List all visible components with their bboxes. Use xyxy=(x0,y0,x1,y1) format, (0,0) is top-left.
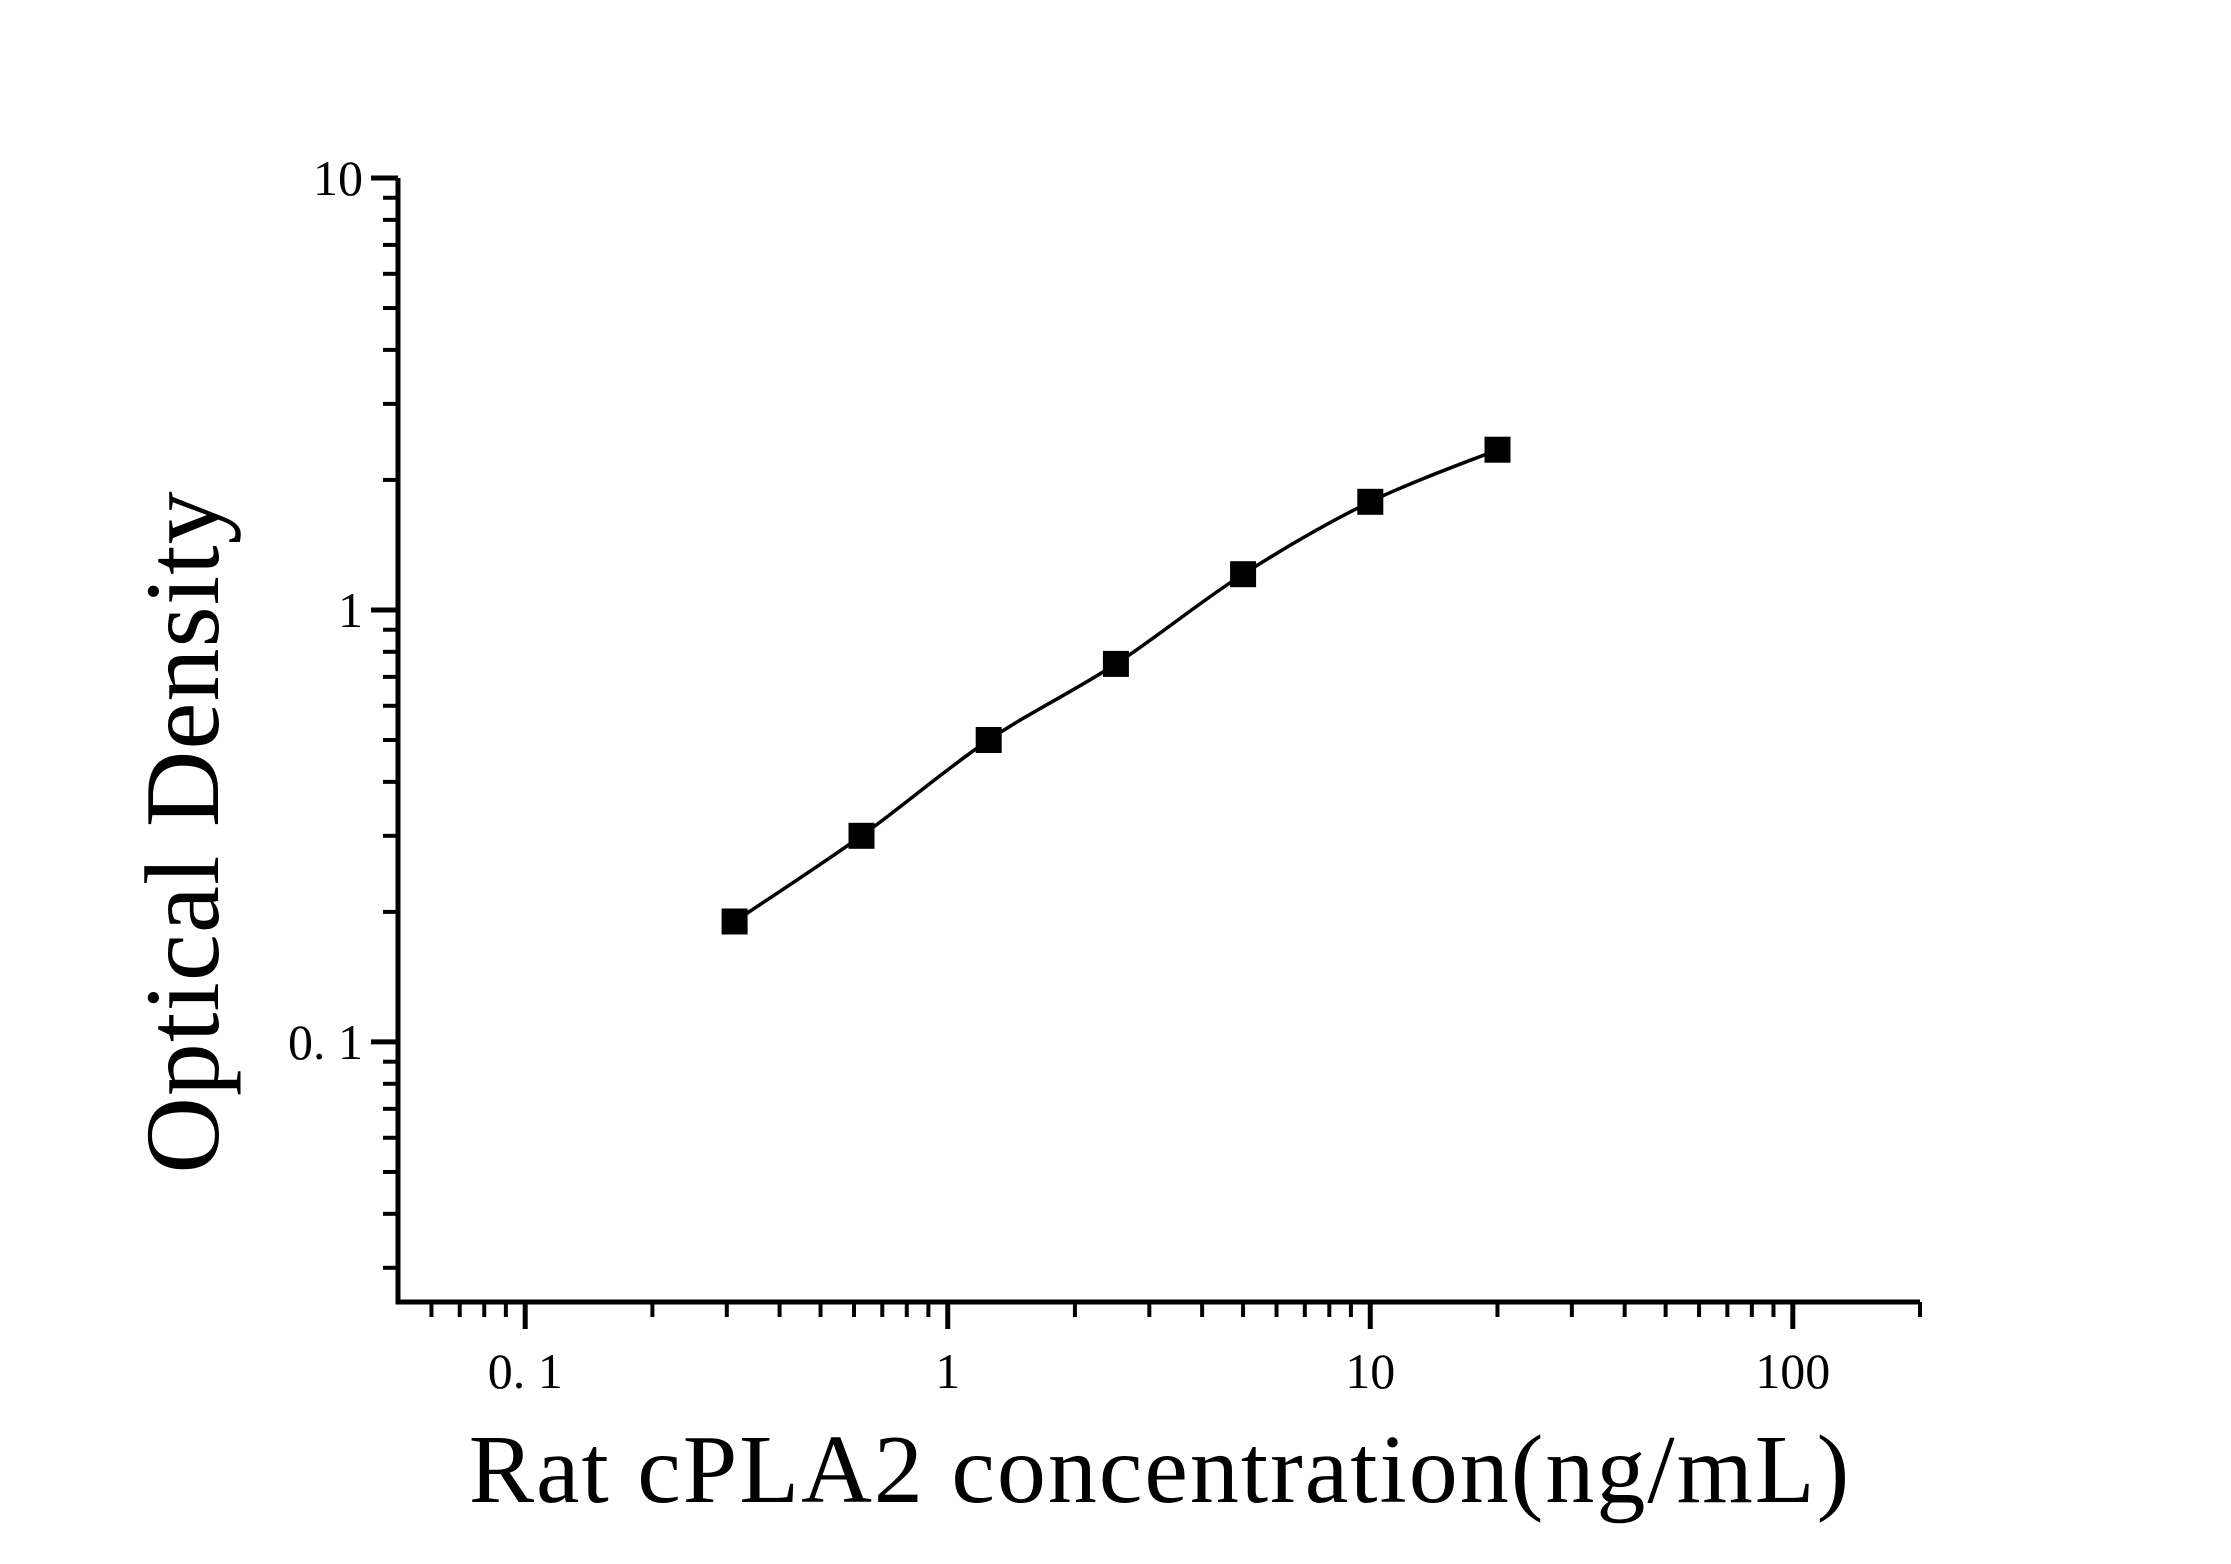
y-axis-title: Optical Density xyxy=(124,490,241,1173)
data-point-marker xyxy=(1230,561,1257,588)
data-point-marker xyxy=(721,908,748,935)
x-minor-ticks xyxy=(429,1302,1922,1317)
data-point-marker xyxy=(1102,650,1129,677)
y-tick-label: 1 xyxy=(338,582,363,638)
data-point-marker xyxy=(975,727,1002,753)
y-minor-ticks xyxy=(383,195,398,1270)
x-major-ticks xyxy=(522,1302,1796,1329)
x-tick-labels: 0. 1 1 10 100 xyxy=(488,1343,1831,1399)
data-point-marker xyxy=(1484,436,1511,463)
data-point-markers xyxy=(721,436,1511,935)
standard-curve-line xyxy=(733,448,1499,923)
axis-spines xyxy=(395,178,1920,1305)
y-tick-labels: 10 1 0. 1 xyxy=(288,150,363,1070)
data-point-marker xyxy=(1357,488,1384,515)
x-axis-title: Rat cPLA2 concentration(ng/mL) xyxy=(469,1416,1852,1524)
y-major-ticks xyxy=(371,175,398,1045)
data-point-marker xyxy=(848,822,875,849)
x-tick-label: 10 xyxy=(1345,1343,1395,1399)
y-tick-label: 0. 1 xyxy=(288,1014,363,1070)
x-tick-label: 100 xyxy=(1755,1343,1830,1399)
x-tick-label: 0. 1 xyxy=(488,1343,563,1399)
x-tick-label: 1 xyxy=(935,1343,960,1399)
axes xyxy=(395,178,1920,1305)
y-tick-label: 10 xyxy=(313,150,363,206)
curve-path xyxy=(733,448,1499,923)
